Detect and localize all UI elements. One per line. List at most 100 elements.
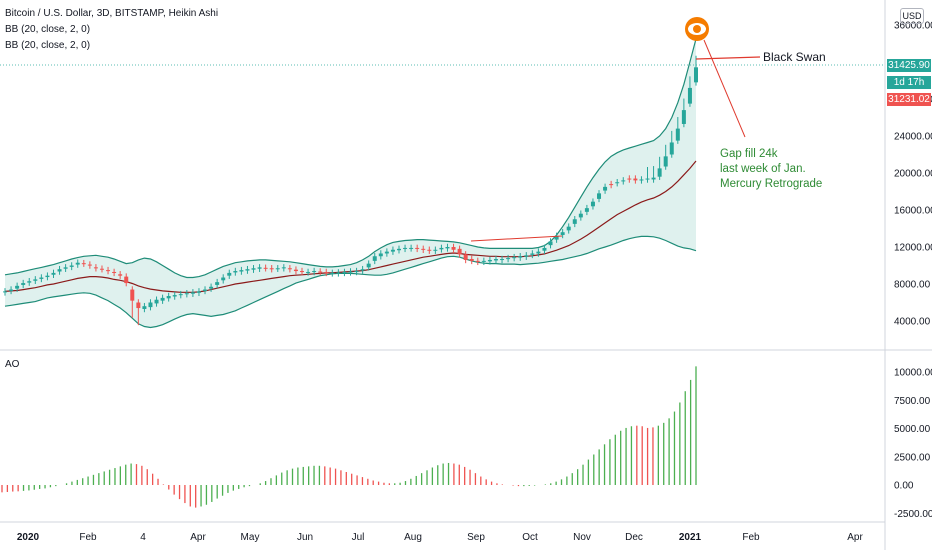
candle-body[interactable]	[348, 271, 353, 273]
candle-body[interactable]	[154, 299, 159, 304]
candle-body[interactable]	[360, 269, 365, 271]
candle-body[interactable]	[542, 247, 547, 251]
currency-button[interactable]: USD	[900, 8, 924, 24]
candle-body[interactable]	[433, 249, 438, 251]
candle-body[interactable]	[245, 269, 250, 271]
candle-body[interactable]	[651, 177, 656, 180]
candle-body[interactable]	[530, 253, 535, 255]
candle-body[interactable]	[75, 262, 80, 265]
candle-body[interactable]	[633, 178, 638, 181]
candle-body[interactable]	[603, 186, 608, 191]
candle-body[interactable]	[160, 297, 165, 301]
candle-body[interactable]	[300, 271, 305, 273]
candle-body[interactable]	[178, 294, 183, 296]
candle-body[interactable]	[694, 67, 698, 83]
ao-legend[interactable]: AO	[5, 359, 20, 370]
indicator-legend-bb-2[interactable]: BB (20, close, 2, 0)	[5, 40, 91, 51]
candle-body[interactable]	[669, 142, 674, 155]
candle-body[interactable]	[342, 271, 347, 273]
candle-body[interactable]	[330, 272, 335, 274]
candle-body[interactable]	[124, 276, 129, 284]
candle-body[interactable]	[21, 283, 26, 285]
candle-body[interactable]	[45, 275, 50, 278]
candle-body[interactable]	[615, 182, 620, 184]
candle-body[interactable]	[548, 241, 553, 246]
candle-body[interactable]	[63, 267, 68, 269]
candle-body[interactable]	[239, 270, 244, 272]
candle-body[interactable]	[475, 260, 480, 262]
candle-body[interactable]	[324, 271, 329, 273]
candle-body[interactable]	[396, 248, 401, 251]
candle-body[interactable]	[506, 258, 511, 260]
candle-body[interactable]	[469, 259, 474, 261]
candle-body[interactable]	[51, 272, 56, 275]
candle-body[interactable]	[306, 271, 311, 273]
candle-body[interactable]	[318, 271, 323, 273]
symbol-legend[interactable]: Bitcoin / U.S. Dollar, 3D, BITSTAMP, Hei…	[5, 8, 219, 19]
candle-body[interactable]	[3, 291, 7, 293]
candle-body[interactable]	[639, 179, 644, 181]
candle-body[interactable]	[609, 184, 614, 186]
candle-body[interactable]	[512, 257, 517, 259]
candle-body[interactable]	[263, 267, 268, 269]
candle-body[interactable]	[427, 249, 432, 251]
candle-body[interactable]	[190, 292, 195, 294]
candle-body[interactable]	[15, 285, 20, 289]
candle-body[interactable]	[106, 270, 111, 272]
candle-body[interactable]	[81, 263, 86, 265]
candle-body[interactable]	[457, 248, 462, 255]
candle-body[interactable]	[645, 178, 650, 180]
candle-body[interactable]	[312, 271, 317, 273]
candle-body[interactable]	[578, 213, 583, 218]
candle-body[interactable]	[136, 302, 141, 309]
candle-body[interactable]	[27, 281, 32, 283]
candle-body[interactable]	[554, 235, 559, 240]
candle-body[interactable]	[93, 267, 98, 269]
candle-body[interactable]	[415, 247, 420, 249]
candle-body[interactable]	[9, 289, 14, 291]
candle-body[interactable]	[627, 178, 632, 180]
candle-body[interactable]	[184, 293, 189, 295]
candle-body[interactable]	[112, 271, 117, 273]
candle-body[interactable]	[87, 264, 92, 266]
candle-body[interactable]	[439, 247, 444, 250]
candle-body[interactable]	[372, 256, 377, 261]
candle-body[interactable]	[463, 254, 468, 260]
candle-body[interactable]	[500, 259, 505, 261]
candle-body[interactable]	[621, 180, 626, 182]
candle-body[interactable]	[257, 267, 262, 269]
candle-body[interactable]	[421, 248, 426, 250]
candle-body[interactable]	[196, 291, 201, 293]
candle-body[interactable]	[681, 110, 686, 124]
candle-body[interactable]	[118, 274, 123, 276]
candle-body[interactable]	[487, 259, 492, 262]
candle-body[interactable]	[99, 268, 104, 270]
candle-body[interactable]	[409, 247, 414, 249]
candle-body[interactable]	[221, 277, 226, 281]
indicator-legend-bb-1[interactable]: BB (20, close, 2, 0)	[5, 24, 91, 35]
candle-body[interactable]	[130, 289, 135, 301]
candle-body[interactable]	[663, 156, 668, 167]
candle-body[interactable]	[39, 277, 44, 279]
candle-body[interactable]	[172, 295, 177, 297]
candle-body[interactable]	[227, 272, 232, 276]
candle-body[interactable]	[251, 268, 256, 270]
candle-body[interactable]	[57, 269, 62, 272]
candle-body[interactable]	[390, 249, 395, 252]
candle-body[interactable]	[657, 168, 662, 177]
candle-body[interactable]	[69, 265, 74, 267]
candle-body[interactable]	[560, 232, 565, 235]
candle-body[interactable]	[536, 251, 541, 254]
candle-body[interactable]	[148, 302, 153, 308]
candle-body[interactable]	[354, 271, 359, 273]
candle-body[interactable]	[366, 263, 371, 268]
candle-body[interactable]	[215, 282, 220, 285]
candle-body[interactable]	[287, 268, 292, 270]
candle-body[interactable]	[572, 219, 577, 224]
candle-body[interactable]	[584, 208, 589, 212]
candle-body[interactable]	[590, 201, 595, 207]
candle-body[interactable]	[281, 267, 286, 269]
candle-body[interactable]	[269, 268, 274, 270]
ao-pane[interactable]	[1, 366, 697, 508]
